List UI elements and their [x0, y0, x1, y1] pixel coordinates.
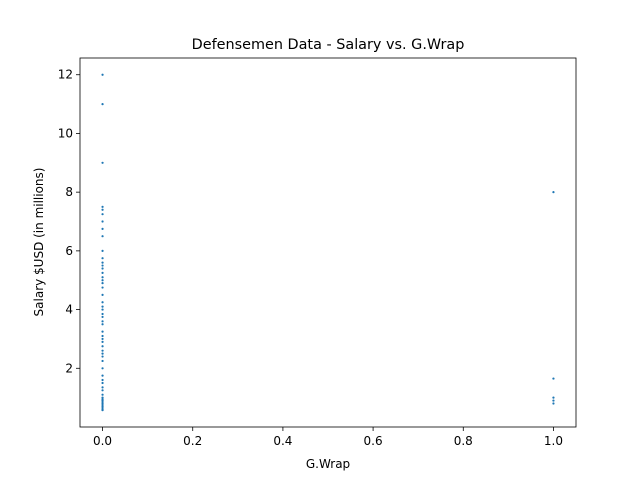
point [101, 337, 104, 341]
point [101, 235, 104, 238]
point [101, 381, 104, 385]
x-tick-label: 0.4 [273, 434, 292, 448]
point [101, 257, 104, 260]
point [101, 386, 104, 389]
point [101, 409, 104, 412]
point [101, 261, 104, 264]
y-tick-label: 8 [65, 185, 73, 199]
point [101, 367, 104, 370]
x-axis-label: G.Wrap [306, 457, 350, 471]
y-tick-label: 6 [65, 244, 73, 258]
point [101, 276, 104, 279]
point [101, 355, 104, 358]
point [101, 220, 104, 223]
point [101, 378, 104, 382]
y-tick-label: 2 [65, 361, 73, 375]
point [101, 393, 104, 396]
point [552, 399, 555, 402]
point [101, 73, 104, 76]
point [101, 267, 104, 270]
point [101, 293, 104, 296]
plot-frame [79, 57, 577, 428]
point [552, 396, 555, 399]
point [101, 213, 104, 216]
point [101, 286, 104, 289]
point [101, 279, 104, 282]
point [101, 330, 104, 333]
chart-title: Defensemen Data - Salary vs. G.Wrap [192, 37, 465, 53]
x-tick-label: 1.0 [544, 434, 563, 448]
x-tick-label: 0.0 [93, 434, 112, 448]
point [101, 161, 104, 164]
point [101, 345, 104, 348]
point [101, 301, 104, 304]
point [101, 102, 104, 106]
point [101, 359, 104, 363]
y-tick-label: 4 [65, 303, 73, 317]
point [101, 389, 104, 392]
point [101, 282, 104, 285]
y-axis-label: Salary $USD (in millions) [32, 168, 46, 317]
point [552, 377, 555, 380]
point [101, 271, 104, 274]
y-tick-label: 12 [58, 68, 73, 82]
point [101, 320, 104, 323]
point [101, 352, 104, 355]
point [101, 349, 104, 352]
y-tick-label: 10 [58, 126, 73, 140]
point [101, 334, 104, 338]
point [101, 264, 104, 267]
point [101, 208, 104, 211]
point [101, 308, 104, 311]
x-tick-label: 0.8 [454, 434, 473, 448]
point [101, 312, 104, 316]
point [101, 227, 104, 230]
point [101, 315, 104, 319]
point [101, 205, 104, 208]
x-tick-label: 0.2 [183, 434, 202, 448]
point [101, 340, 104, 343]
point [552, 191, 555, 194]
point [101, 249, 104, 252]
point [552, 402, 555, 405]
point [101, 305, 104, 308]
point [101, 374, 104, 377]
point [101, 323, 104, 326]
x-tick-label: 0.6 [364, 434, 383, 448]
